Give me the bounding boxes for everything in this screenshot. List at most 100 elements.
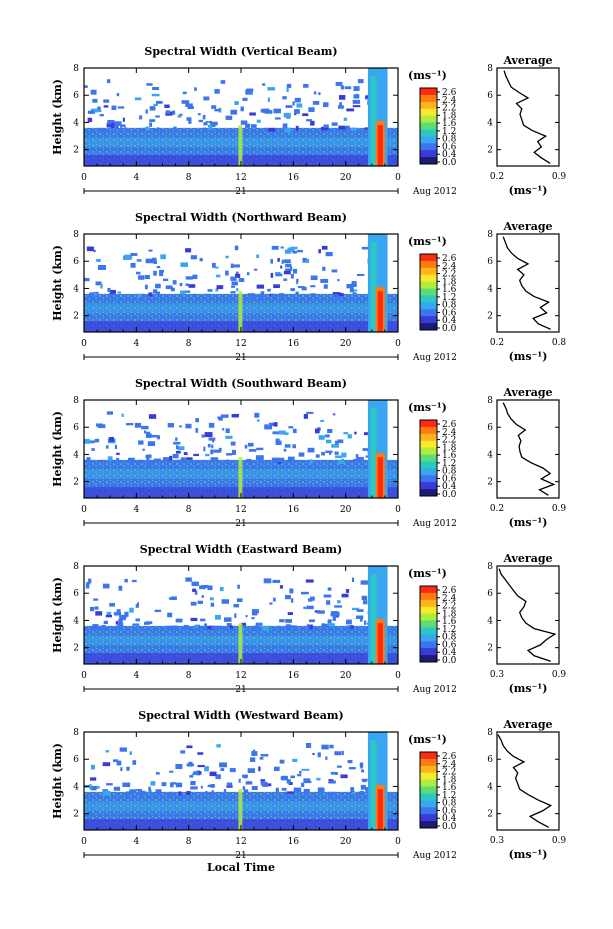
colorbar-tick-label: 1.2 [442, 293, 456, 303]
average-x-tick-label: 0.9 [552, 670, 567, 680]
x-tick-label: 12 [235, 173, 246, 183]
heatmap-cell [283, 278, 288, 281]
heatmap-storm-column-inner [370, 242, 377, 332]
heatmap-cell [360, 784, 366, 790]
y-tick-label: 4 [73, 782, 79, 792]
colorbar-segment [420, 288, 437, 296]
heatmap-cell [235, 273, 241, 278]
colorbar-frame [419, 419, 438, 497]
average-x-axis-label: (ms⁻¹) [509, 848, 548, 861]
heatmap-cell [92, 98, 98, 103]
heatmap-column-noon [238, 125, 243, 166]
heatmap-cell [105, 614, 113, 618]
heatmap-cell [142, 448, 145, 451]
colorbar-segment [420, 586, 437, 594]
heatmap-cell [332, 616, 336, 621]
average-y-tick-label: 4 [487, 450, 493, 460]
colorbar-tick-label: 0.0 [442, 822, 457, 832]
heatmap-cell [93, 292, 97, 296]
average-title: Average [502, 552, 552, 565]
heatmap-cell [312, 101, 320, 105]
heatmap-cell [129, 789, 137, 794]
x-tick-label: 20 [340, 173, 352, 183]
colorbar-tick-label: 0.4 [442, 814, 457, 824]
heatmap-cell [190, 786, 198, 790]
heatmap-cell [305, 579, 314, 583]
heatmap-cell [261, 783, 264, 787]
heatmap-cell [144, 274, 150, 280]
y-axis-label: Height (km) [51, 245, 64, 321]
heatmap-cell [116, 457, 120, 461]
colorbar-segment [420, 309, 437, 317]
heatmap-cell [329, 744, 334, 749]
heatmap-cell [153, 103, 158, 106]
heatmap-cell [236, 598, 243, 603]
heatmap-cell [303, 606, 307, 609]
heatmap-cell [287, 456, 295, 462]
heatmap-cell [119, 747, 127, 752]
heatmap-cell [216, 274, 221, 278]
y-tick-label: 2 [73, 146, 79, 156]
heatmap-cell [309, 624, 313, 630]
heatmap-cell [214, 108, 221, 112]
average-y-tick-label: 6 [487, 91, 493, 101]
heatmap-cell [234, 613, 237, 618]
heatmap-cell [341, 750, 344, 756]
heatmap-cell [357, 79, 364, 84]
heatmap-cell [107, 287, 111, 293]
heatmap-cell [144, 284, 148, 290]
heatmap-cell [134, 422, 142, 428]
panel-title: Spectral Width (Westward Beam) [138, 709, 343, 722]
x-tick-label: 16 [288, 837, 300, 847]
heatmap-cell [116, 760, 122, 766]
heatmap-cell [145, 621, 153, 625]
colorbar-tick-label: 0.0 [442, 656, 457, 666]
heatmap-cell [318, 435, 325, 440]
heatmap-cell [176, 445, 179, 449]
heatmap-cell [223, 789, 227, 794]
average-title: Average [502, 386, 552, 399]
average-frame [496, 731, 560, 831]
heatmap-cell [135, 618, 140, 622]
average-x-tick-label: 0.9 [552, 504, 567, 514]
heatmap-cell [285, 619, 293, 623]
y-axis-label: Height (km) [51, 743, 64, 819]
heatmap-storm-column-inner [370, 740, 377, 830]
colorbar-tick-label: 0.8 [442, 301, 457, 311]
heatmap-cell [137, 293, 141, 298]
heatmap-cell [114, 121, 122, 126]
heatmap-cell [247, 293, 255, 297]
colorbar-segment [420, 613, 437, 622]
heatmap-cell [233, 603, 239, 608]
month-label: Aug 2012 [412, 353, 457, 363]
heatmap-cell [212, 262, 216, 268]
heatmap-cell [121, 413, 124, 417]
x-tick-label: 8 [186, 837, 192, 847]
heatmap-cell [226, 785, 233, 788]
heatmap-cell [363, 620, 367, 625]
heatmap-cell [178, 791, 182, 796]
heatmap-cell [156, 266, 161, 269]
colorbar-segment [420, 447, 437, 456]
heatmap-cell [294, 97, 301, 103]
heatmap-cell [181, 100, 190, 104]
heatmap-cell [334, 751, 342, 756]
average-profile-line [498, 568, 557, 662]
heatmap-cell [159, 272, 164, 277]
colorbar-segment [420, 302, 437, 310]
heatmap-cell [253, 625, 261, 631]
heatmap-cell [352, 99, 361, 104]
heatmap-cell [284, 127, 291, 133]
heatmap-cell [142, 127, 148, 132]
heatmap-cell [361, 769, 365, 773]
colorbar-segment [420, 157, 437, 165]
heatmap-cell [317, 752, 321, 758]
heatmap-cell [99, 459, 104, 463]
colorbar-tick-label: 1.6 [442, 617, 457, 627]
heatmap-cell [177, 459, 185, 463]
colorbar-segment [420, 454, 437, 462]
panel-0: Spectral Width (Vertical Beam) 8 6 4 2 Height… [51, 45, 566, 197]
colorbar-tick-label: 1.8 [442, 775, 457, 785]
heatmap-cell [188, 284, 196, 288]
